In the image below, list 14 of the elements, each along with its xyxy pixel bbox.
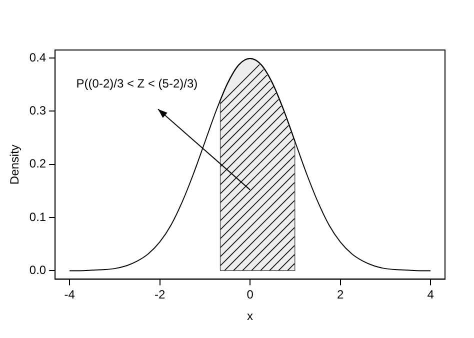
y-tick-label: 0.4	[29, 50, 46, 64]
x-tick-label: 2	[336, 288, 344, 302]
x-axis-title: x	[247, 309, 254, 324]
y-tick-label: 0.0	[29, 263, 46, 278]
annotation: P((0-2)/3 < Z < (5-2)/3)	[76, 76, 198, 91]
x-tick-label: 4	[427, 288, 434, 302]
y-tick-label: 0.1	[29, 210, 46, 224]
x-tick-label: -4	[64, 288, 76, 302]
y-tick-label: 0.3	[29, 103, 46, 118]
y-tick-label: 0.2	[29, 156, 46, 171]
y-axis-title: Density	[8, 144, 22, 185]
x-tick-label: -2	[154, 288, 166, 302]
line-series	[69, 58, 432, 272]
x-tick-label: 0	[246, 288, 254, 302]
